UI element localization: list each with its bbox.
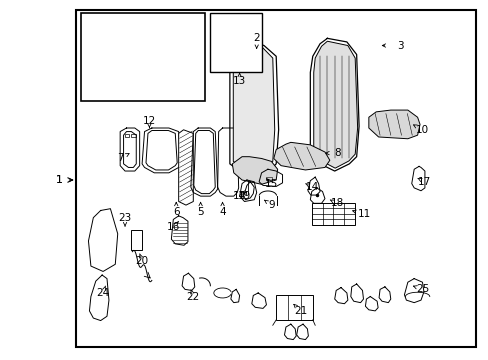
Text: 7: 7 xyxy=(117,153,123,163)
Polygon shape xyxy=(313,41,357,168)
Text: 16: 16 xyxy=(167,222,180,231)
Bar xyxy=(81,13,205,101)
Bar xyxy=(131,134,136,137)
Text: 23: 23 xyxy=(118,213,131,222)
Bar xyxy=(276,296,312,320)
Text: 11: 11 xyxy=(357,209,370,219)
Text: 10: 10 xyxy=(415,125,428,135)
Bar xyxy=(311,203,354,225)
Text: 4: 4 xyxy=(219,207,225,217)
Text: 14: 14 xyxy=(232,191,246,201)
Bar xyxy=(210,13,261,72)
Text: 1: 1 xyxy=(56,175,62,185)
Text: 25: 25 xyxy=(415,284,428,294)
Text: 14: 14 xyxy=(305,182,319,192)
Bar xyxy=(124,134,129,137)
Polygon shape xyxy=(123,132,136,167)
Text: 12: 12 xyxy=(142,116,156,126)
Text: 13: 13 xyxy=(232,76,246,86)
Text: 15: 15 xyxy=(264,179,277,189)
Bar xyxy=(222,17,232,21)
Polygon shape xyxy=(233,43,274,174)
Text: 9: 9 xyxy=(267,200,274,210)
Polygon shape xyxy=(273,142,329,170)
Text: 8: 8 xyxy=(333,148,340,158)
Polygon shape xyxy=(178,130,193,205)
Text: 20: 20 xyxy=(135,256,148,266)
Text: 22: 22 xyxy=(186,292,200,302)
Text: 2: 2 xyxy=(253,33,260,43)
Text: 3: 3 xyxy=(396,41,403,50)
Polygon shape xyxy=(146,131,177,170)
Text: 24: 24 xyxy=(96,288,109,298)
Text: 19: 19 xyxy=(237,191,251,201)
Bar xyxy=(131,230,142,250)
Text: 6: 6 xyxy=(173,207,179,217)
Text: 17: 17 xyxy=(417,177,430,187)
Polygon shape xyxy=(193,131,215,194)
Text: 18: 18 xyxy=(330,198,343,208)
Text: 5: 5 xyxy=(197,207,203,217)
Text: 21: 21 xyxy=(293,306,306,316)
Bar xyxy=(265,177,271,180)
Text: 1: 1 xyxy=(56,175,62,185)
Polygon shape xyxy=(368,110,419,139)
Polygon shape xyxy=(232,157,277,184)
Bar xyxy=(242,21,251,24)
Bar xyxy=(76,10,475,347)
